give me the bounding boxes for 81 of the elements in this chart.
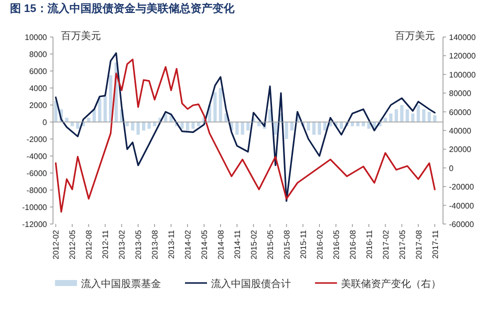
bar [400, 105, 404, 122]
x-tick-label: 2012-02 [52, 229, 61, 260]
bar [152, 122, 156, 126]
bar [104, 96, 107, 122]
y2-tick-label: 120000 [449, 52, 476, 61]
x-tick-label: 2015-02 [249, 229, 258, 260]
x-tick-label: 2013-11 [167, 229, 176, 259]
x-tick-label: 2016-05 [332, 229, 341, 260]
bar [433, 115, 436, 122]
bar [136, 122, 140, 135]
chart-title: 图 15：流入中国股债资金与美联储总资产变化 [10, 2, 236, 15]
x-tick-label: 2014-11 [233, 229, 242, 259]
y-axis-title: 百万美元 [61, 30, 101, 42]
y-tick-label: 6000 [29, 67, 48, 76]
x-tick-label: 2017-08 [414, 229, 424, 260]
bar [126, 122, 129, 126]
y-tick-label: 0 [42, 118, 48, 127]
y-tick-label: -6000 [26, 169, 48, 178]
y-tick-label: 8000 [29, 50, 48, 59]
y-tick-label: -12000 [22, 220, 48, 229]
x-tick-label: 2017-11 [430, 229, 440, 259]
bar [389, 114, 392, 122]
bar [54, 100, 58, 122]
x-tick-label: 2012-11 [101, 229, 110, 259]
y2-tick-label: -40000 [449, 201, 474, 210]
bar [98, 98, 102, 122]
x-tick-label: 2014-02 [184, 229, 193, 260]
y2-tick-label: -60000 [449, 220, 474, 229]
x-tick-label: 2015-08 [282, 229, 292, 260]
x-tick-label: 2013-08 [150, 229, 160, 260]
x-tick-label: 2014-08 [216, 229, 226, 260]
bar [147, 122, 151, 129]
bar [350, 122, 354, 126]
y2-tick-label: 60000 [449, 108, 472, 117]
x-tick-label: 2015-11 [298, 229, 308, 259]
legend-label: 美联储资产变化（右） [341, 278, 441, 290]
x-tick-label: 2017-05 [398, 229, 407, 260]
bar [356, 122, 360, 126]
y2-tick-label: 0 [449, 164, 454, 173]
bar [142, 122, 146, 130]
bar [92, 109, 96, 122]
y2-tick-label: -20000 [449, 182, 474, 192]
bar [70, 122, 74, 126]
bar [340, 122, 344, 129]
y2-tick-label: 80000 [449, 89, 472, 98]
bar [362, 122, 365, 126]
y-tick-label: 10000 [24, 33, 48, 42]
x-tick-label: 2016-08 [348, 229, 358, 260]
x-tick-label: 2013-05 [134, 229, 144, 260]
y-tick-label: -2000 [26, 135, 48, 144]
bar [411, 114, 414, 122]
bar [428, 112, 431, 122]
bar [406, 109, 409, 122]
y2-tick-label: 140000 [449, 33, 476, 42]
y-tick-label: -4000 [26, 152, 48, 161]
bar [394, 109, 398, 122]
x-tick-label: 2015-05 [266, 229, 275, 260]
y2-tick-label: 100000 [449, 70, 476, 80]
legend-label: 流入中国股票基金 [81, 278, 161, 290]
bar [131, 122, 134, 130]
bar [416, 105, 420, 122]
bar [109, 75, 112, 122]
x-tick-label: 2013-02 [118, 229, 127, 260]
bar [76, 122, 80, 129]
y-tick-label: 2000 [29, 101, 48, 110]
x-tick-label: 2016-02 [315, 229, 324, 260]
x-tick-label: 2016-11 [364, 229, 374, 259]
y2-tick-label: 40000 [449, 126, 472, 136]
y-tick-label: 4000 [29, 84, 48, 93]
legend-label: 流入中国股债合计 [211, 278, 291, 290]
bar [422, 109, 426, 122]
bar [367, 122, 370, 129]
x-tick-label: 2017-02 [381, 229, 390, 260]
y-tick-label: -8000 [26, 186, 48, 195]
x-tick-label: 2014-05 [200, 229, 210, 260]
y2-tick-label: 20000 [449, 145, 472, 154]
y-tick-label: -10000 [22, 203, 48, 212]
x-tick-label: 2012-08 [84, 229, 94, 260]
x-tick-label: 2012-05 [68, 229, 78, 260]
bar [164, 114, 168, 122]
y2-axis-title: 百万美元 [395, 30, 435, 42]
